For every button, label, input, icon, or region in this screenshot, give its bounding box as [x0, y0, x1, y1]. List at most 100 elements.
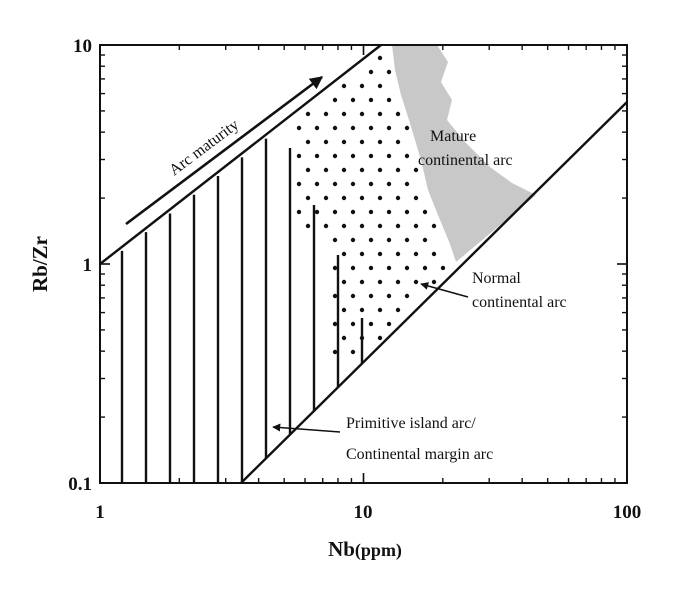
normal-field-dots [296, 55, 446, 355]
field-dot [386, 125, 392, 131]
y-tick-0.1: 0.1 [68, 474, 92, 495]
field-dot [377, 279, 383, 285]
field-dot [350, 153, 356, 159]
field-dot [359, 111, 365, 117]
field-dot [404, 293, 410, 299]
x-tick-10: 10 [354, 502, 373, 523]
field-dot [368, 293, 374, 299]
field-dot [359, 83, 365, 89]
field-dot [422, 265, 428, 271]
field-dot [368, 181, 374, 187]
mature-label-1: Mature [430, 128, 476, 145]
field-dot [404, 237, 410, 243]
field-dot [350, 209, 356, 215]
x-tick-1: 1 [95, 502, 105, 523]
field-dot [296, 209, 302, 215]
field-dot [350, 321, 356, 327]
field-dot [341, 83, 347, 89]
field-dot [314, 153, 320, 159]
field-dot [314, 209, 320, 215]
field-dot [332, 321, 338, 327]
field-dot [341, 111, 347, 117]
y-tick-1: 1 [83, 255, 93, 276]
field-dot [359, 167, 365, 173]
field-dot [341, 335, 347, 341]
field-dot [323, 223, 329, 229]
field-dot [395, 251, 401, 257]
field-dot [341, 223, 347, 229]
field-dot [386, 265, 392, 271]
primitive-label-2: Continental margin arc [346, 446, 493, 463]
field-dot [323, 167, 329, 173]
field-dot [404, 125, 410, 131]
field-dot [296, 153, 302, 159]
field-dot [386, 97, 392, 103]
field-dot [368, 69, 374, 75]
field-dot [377, 111, 383, 117]
arc-maturity-label: Arc maturity [166, 116, 242, 179]
field-dot [359, 195, 365, 201]
field-dot [368, 237, 374, 243]
field-dot [350, 265, 356, 271]
field-dot [404, 209, 410, 215]
field-dot [413, 279, 419, 285]
primitive-label-1: Primitive island arc/ [346, 415, 476, 432]
upper-boundary-line [99, 44, 382, 265]
field-dot [305, 195, 311, 201]
field-dot [332, 125, 338, 131]
mature-label-2: continental arc [418, 152, 513, 169]
primitive-field-lines [120, 138, 364, 483]
field-dot [332, 209, 338, 215]
field-dot [332, 181, 338, 187]
field-dot [377, 223, 383, 229]
field-dot [386, 153, 392, 159]
field-dot [323, 195, 329, 201]
field-dot [314, 125, 320, 131]
field-dot [395, 111, 401, 117]
field-dot [332, 349, 338, 355]
field-dot [377, 251, 383, 257]
field-dot [332, 293, 338, 299]
field-dot [341, 139, 347, 145]
field-dot [404, 153, 410, 159]
field-dot [341, 195, 347, 201]
field-dot [413, 167, 419, 173]
x-axis-label: Nb(ppm) [328, 537, 402, 561]
field-dot [368, 153, 374, 159]
field-dot [404, 265, 410, 271]
field-dot [368, 97, 374, 103]
field-dot [386, 321, 392, 327]
field-dot [332, 265, 338, 271]
field-dot [422, 237, 428, 243]
field-dot [359, 223, 365, 229]
field-dot [395, 279, 401, 285]
field-dot [359, 279, 365, 285]
field-dot [395, 167, 401, 173]
field-dot [377, 139, 383, 145]
field-dot [431, 251, 437, 257]
field-dot [323, 111, 329, 117]
normal-label-1: Normal [472, 270, 521, 287]
field-dot [422, 209, 428, 215]
field-dot [341, 307, 347, 313]
field-dot [395, 223, 401, 229]
field-dot [413, 251, 419, 257]
normal-pointer-arrow [420, 282, 469, 298]
field-dot [368, 321, 374, 327]
arc-maturity-arrow [125, 75, 324, 226]
mature-field [392, 45, 536, 262]
field-dot [413, 223, 419, 229]
x-tick-100: 100 [613, 502, 642, 523]
field-dot [431, 279, 437, 285]
field-dot [341, 167, 347, 173]
field-dot [404, 181, 410, 187]
field-dot [314, 181, 320, 187]
lower-boundary-line [240, 101, 628, 484]
field-dot [350, 125, 356, 131]
field-dot [431, 223, 437, 229]
minor-ticks [99, 44, 628, 484]
field-dot [377, 55, 383, 61]
field-dot [359, 139, 365, 145]
field-dot [350, 181, 356, 187]
field-dot [440, 265, 446, 271]
